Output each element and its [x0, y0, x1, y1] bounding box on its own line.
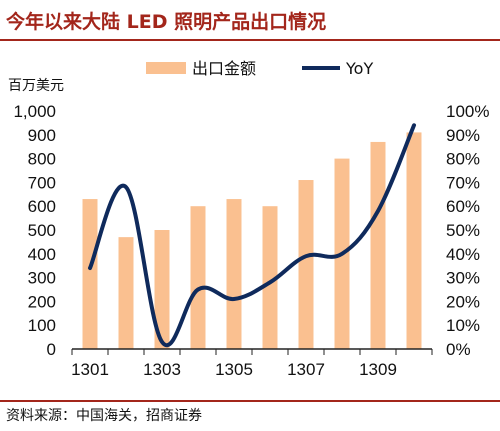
source-note: 资料来源：中国海关，招商证券 [6, 408, 202, 424]
legend-label-line: YoY [345, 59, 373, 78]
right-tick-label: 80% [446, 150, 480, 169]
left-tick-label: 200 [28, 292, 56, 311]
bar-1309 [370, 141, 386, 349]
chart-title: 今年以来大陆 LED 照明产品出口情况 [5, 10, 326, 33]
left-tick-label: 500 [28, 221, 56, 240]
legend-bar-swatch [146, 62, 186, 74]
right-tick-label: 0% [446, 340, 471, 359]
x-tick-label: 1303 [143, 360, 181, 379]
left-tick-label: 800 [28, 150, 56, 169]
right-tick-label: 10% [446, 316, 480, 335]
x-tick-label: 1305 [215, 360, 253, 379]
right-axis-ticks: 0% 10% 20% 30% 40% 50% 60% 70% 80% 90% 100% [446, 102, 489, 359]
right-tick-label: 50% [446, 221, 480, 240]
x-tick-label: 1309 [359, 360, 397, 379]
bar-1306 [262, 206, 278, 349]
right-tick-label: 70% [446, 173, 480, 192]
bar-1307 [298, 180, 314, 349]
left-tick-label: 700 [28, 173, 56, 192]
bar-1303 [154, 230, 170, 349]
bar-1302 [118, 237, 134, 349]
left-tick-label: 600 [28, 197, 56, 216]
bar-1310 [406, 132, 422, 349]
right-tick-label: 100% [446, 102, 489, 121]
right-tick-label: 30% [446, 269, 480, 288]
y-axis-unit: 百万美元 [8, 78, 64, 94]
left-axis-ticks: 0 100 200 300 400 500 600 700 800 900 1,000 [13, 102, 56, 359]
right-tick-label: 60% [446, 197, 480, 216]
bar-1304 [190, 206, 206, 349]
legend-label-bar: 出口金额 [192, 59, 256, 78]
bar-series [82, 132, 422, 349]
left-tick-label: 900 [28, 126, 56, 145]
left-tick-label: 400 [28, 245, 56, 264]
right-tick-label: 90% [446, 126, 480, 145]
bar-1305 [226, 199, 242, 349]
yoy-line [88, 123, 416, 347]
x-tick-label: 1301 [71, 360, 109, 379]
bar-1301 [82, 199, 98, 349]
left-tick-label: 1,000 [13, 102, 56, 121]
x-axis-ticks: 1301 1303 1305 1307 1309 [71, 349, 433, 379]
x-tick-label: 1307 [287, 360, 325, 379]
right-tick-label: 40% [446, 245, 480, 264]
left-tick-label: 100 [28, 316, 56, 335]
right-tick-label: 20% [446, 292, 480, 311]
left-tick-label: 0 [47, 340, 56, 359]
left-tick-label: 300 [28, 269, 56, 288]
